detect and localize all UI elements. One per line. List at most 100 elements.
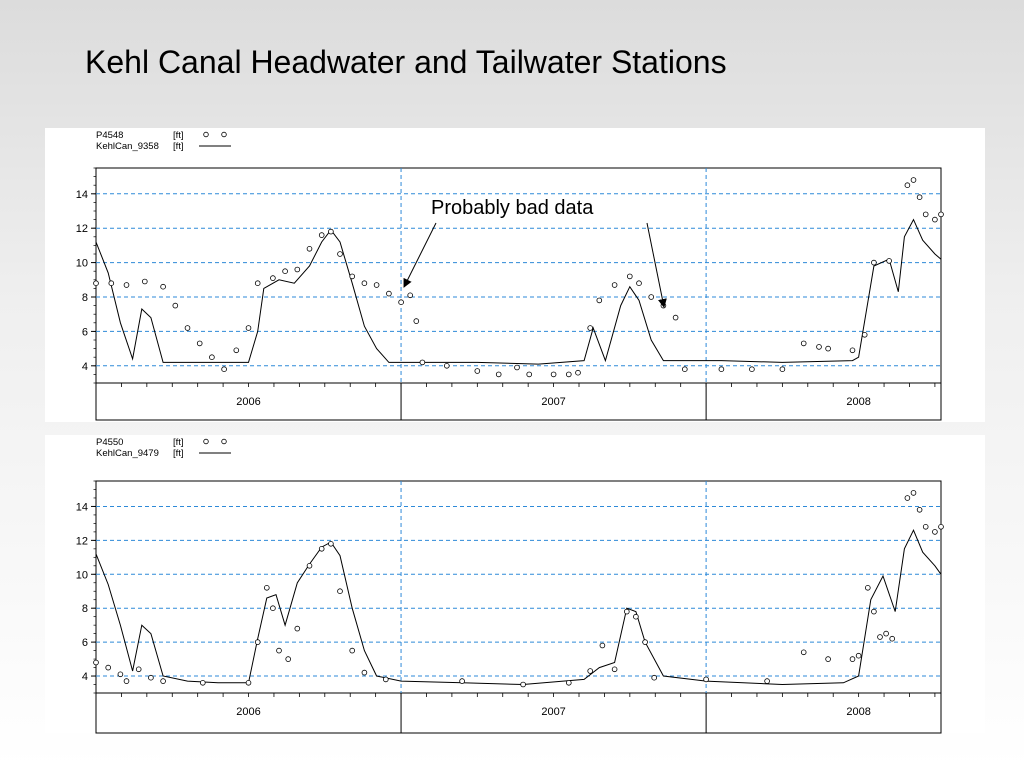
- data-point-p4548: [282, 268, 288, 275]
- legend-circle-marker: [221, 131, 227, 138]
- data-point-p4548: [910, 177, 917, 183]
- data-point-p4548: [575, 369, 581, 376]
- data-point-p4548: [800, 340, 807, 347]
- data-point-p4550: [916, 507, 923, 513]
- data-point-p4550: [825, 656, 831, 662]
- data-point-p4548: [648, 294, 654, 300]
- data-point-p4550: [703, 676, 709, 683]
- data-point-p4548: [349, 273, 356, 280]
- data-point-p4550: [904, 495, 911, 501]
- data-point-p4550: [123, 678, 130, 684]
- y-tick-label: 14: [76, 501, 88, 513]
- data-point-p4548: [184, 325, 191, 331]
- data-point-p4548: [849, 347, 856, 354]
- legend-unit: [ft]: [173, 130, 184, 141]
- data-point-p4550: [306, 563, 313, 569]
- y-tick-label: 6: [82, 326, 88, 338]
- data-point-p4550: [877, 634, 883, 640]
- data-point-p4548: [233, 347, 240, 354]
- data-point-p4548: [419, 359, 426, 366]
- data-point-p4550: [633, 613, 639, 620]
- year-label: 2008: [846, 706, 870, 718]
- data-point-p4548: [108, 280, 115, 287]
- data-point-p4548: [386, 290, 392, 297]
- data-point-p4548: [932, 216, 938, 223]
- data-point-p4548: [550, 371, 557, 378]
- data-point-p4548: [443, 363, 450, 369]
- data-point-p4550: [587, 668, 593, 674]
- data-point-p4548: [916, 194, 923, 200]
- y-tick-label: 10: [76, 258, 88, 270]
- data-point-p4548: [93, 280, 99, 287]
- data-point-p4548: [172, 302, 179, 309]
- data-point-p4550: [105, 664, 111, 671]
- y-tick-label: 4: [82, 671, 88, 683]
- data-point-p4548: [514, 364, 520, 371]
- legend-circle-marker: [203, 131, 209, 138]
- data-point-p4548: [306, 246, 313, 252]
- data-point-p4550: [599, 642, 606, 649]
- data-point-p4550: [93, 659, 99, 666]
- data-point-p4550: [276, 647, 282, 654]
- data-point-p4548: [861, 332, 868, 338]
- series-line-kehlcan-9479: [95, 528, 942, 686]
- data-point-p4548: [373, 282, 380, 288]
- data-point-p4548: [245, 325, 252, 331]
- y-tick-label: 12: [76, 223, 88, 235]
- data-point-p4550: [565, 680, 572, 686]
- chart-top: 4 6 8 10 12 14 2006 2007 2008 P4548 [ft] KehlCan_93…: [76, 130, 944, 421]
- data-point-p4550: [910, 490, 917, 496]
- data-point-p4548: [254, 280, 261, 287]
- data-point-p4548: [565, 371, 572, 378]
- legend-series-name: KehlCan_9479: [96, 448, 159, 459]
- data-point-p4550: [349, 647, 356, 654]
- data-point-p4548: [526, 371, 533, 378]
- legend-unit: [ft]: [173, 437, 184, 448]
- data-point-p4550: [623, 608, 630, 615]
- legend-series-name: KehlCan_9358: [96, 141, 159, 152]
- data-point-p4550: [938, 524, 944, 530]
- data-point-p4550: [285, 656, 292, 662]
- data-point-p4550: [651, 674, 657, 681]
- data-point-p4548: [495, 371, 502, 378]
- slide-title: Kehl Canal Headwater and Tailwater Stati…: [85, 44, 727, 80]
- data-point-p4550: [459, 678, 465, 684]
- plot-frame: [95, 480, 942, 694]
- year-label: 2007: [541, 706, 565, 718]
- data-point-p4548: [398, 299, 404, 306]
- plot-frame: [95, 167, 942, 384]
- data-point-p4548: [904, 182, 911, 188]
- data-point-p4550: [254, 639, 261, 645]
- data-point-p4548: [922, 211, 929, 218]
- data-point-p4550: [135, 666, 142, 673]
- data-point-p4548: [886, 258, 892, 264]
- data-point-p4550: [264, 585, 270, 591]
- data-point-p4548: [660, 302, 667, 309]
- data-point-p4548: [749, 366, 755, 373]
- data-point-p4550: [871, 608, 877, 615]
- data-point-p4548: [160, 283, 166, 290]
- y-tick-label: 12: [76, 535, 88, 547]
- data-point-p4550: [200, 680, 206, 686]
- data-point-p4550: [864, 585, 871, 591]
- data-point-p4548: [209, 354, 215, 361]
- legend-series-name: P4548: [96, 130, 123, 141]
- data-point-p4548: [681, 366, 688, 373]
- chart-bottom: 4 6 8 10 12 14 2006 2007 2008 P4550 [ft] KehlCan_94…: [76, 437, 944, 734]
- y-tick-label: 8: [82, 292, 88, 304]
- year-label: 2006: [236, 396, 260, 408]
- data-point-p4548: [611, 282, 618, 288]
- data-point-p4548: [596, 297, 603, 304]
- data-point-p4548: [270, 275, 276, 281]
- data-point-p4550: [148, 674, 154, 681]
- time-axis-frame: [95, 382, 942, 421]
- data-point-p4548: [407, 292, 414, 299]
- series-line-kehlcan-9358: [95, 218, 942, 365]
- time-axis-frame: [95, 692, 942, 734]
- data-point-p4548: [142, 278, 148, 285]
- data-point-p4550: [642, 639, 648, 645]
- data-point-p4550: [889, 635, 895, 642]
- y-tick-label: 6: [82, 637, 88, 649]
- data-point-p4550: [382, 676, 389, 683]
- data-point-p4548: [636, 280, 642, 287]
